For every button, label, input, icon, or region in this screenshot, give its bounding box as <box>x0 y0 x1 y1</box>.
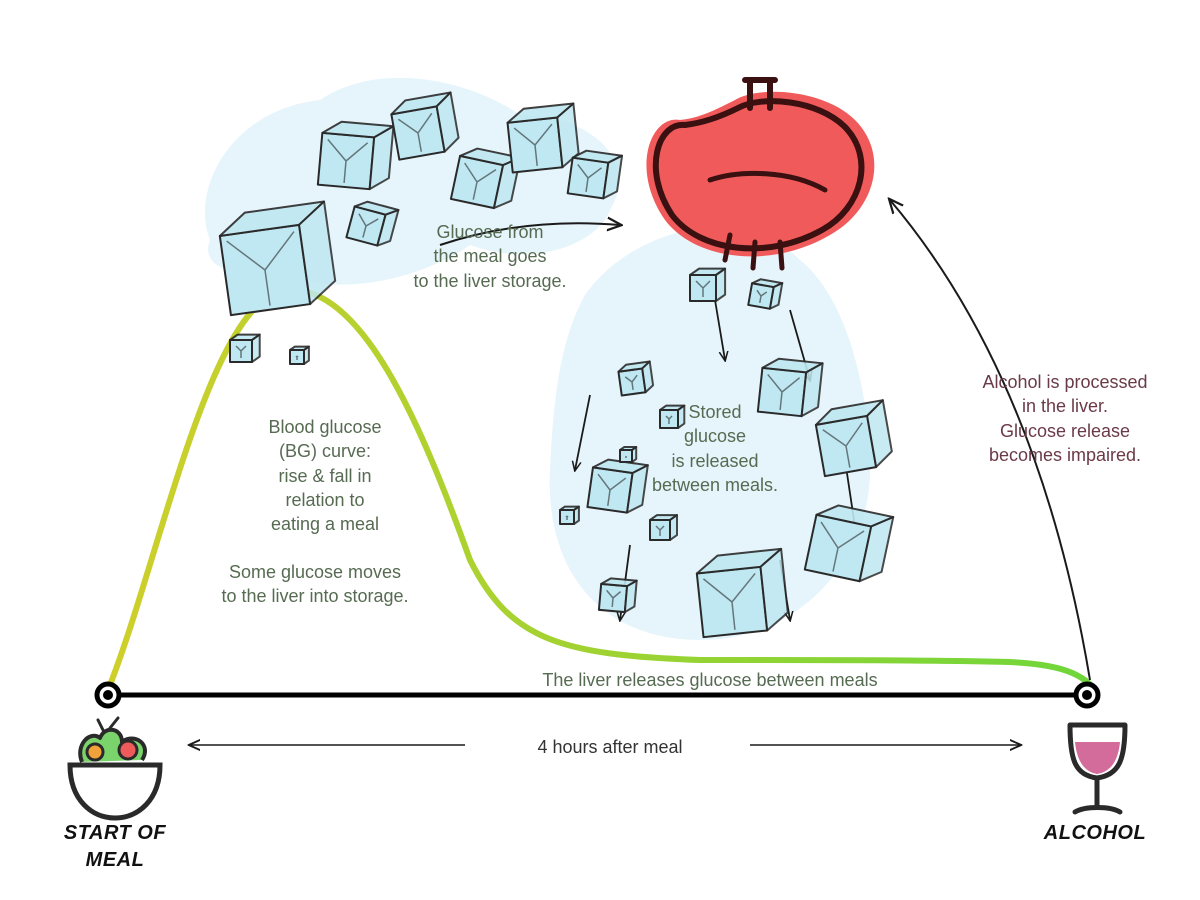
text: Some glucose movesto the liver into stor… <box>221 562 408 606</box>
label-some-glucose: Some glucose movesto the liver into stor… <box>195 560 435 609</box>
text: Storedglucoseis releasedbetween meals. <box>652 402 778 495</box>
caption-start-of-meal: START OF MEAL <box>50 820 180 874</box>
salad-bowl-icon <box>70 718 160 818</box>
text: Alcohol is processedin the liver.Glucose… <box>982 372 1147 465</box>
wine-glass-icon <box>1070 725 1125 812</box>
caption-alcohol: ALCOHOL <box>1025 820 1165 847</box>
timeline-start-marker <box>97 684 119 706</box>
text: 4 hours after meal <box>537 737 682 757</box>
label-bg-curve: Blood glucose(BG) curve:rise & fall inre… <box>240 415 410 536</box>
text: START OF MEAL <box>64 822 166 871</box>
label-stored-release: Storedglucoseis releasedbetween meals. <box>630 400 800 497</box>
text: The liver releases glucose between meals <box>542 670 877 690</box>
text: ALCOHOL <box>1044 822 1146 844</box>
infographic-stage: Glucose fromthe meal goesto the liver st… <box>0 0 1200 900</box>
text: Glucose fromthe meal goesto the liver st… <box>413 222 566 291</box>
label-timeline-range: 4 hours after meal <box>480 735 740 759</box>
label-liver-releases: The liver releases glucose between meals <box>500 668 920 692</box>
text: Blood glucose(BG) curve:rise & fall inre… <box>268 417 381 534</box>
timeline-end-marker <box>1076 684 1098 706</box>
label-alcohol-note: Alcohol is processedin the liver.Glucose… <box>955 370 1175 467</box>
label-glucose-to-liver: Glucose fromthe meal goesto the liver st… <box>395 220 585 293</box>
